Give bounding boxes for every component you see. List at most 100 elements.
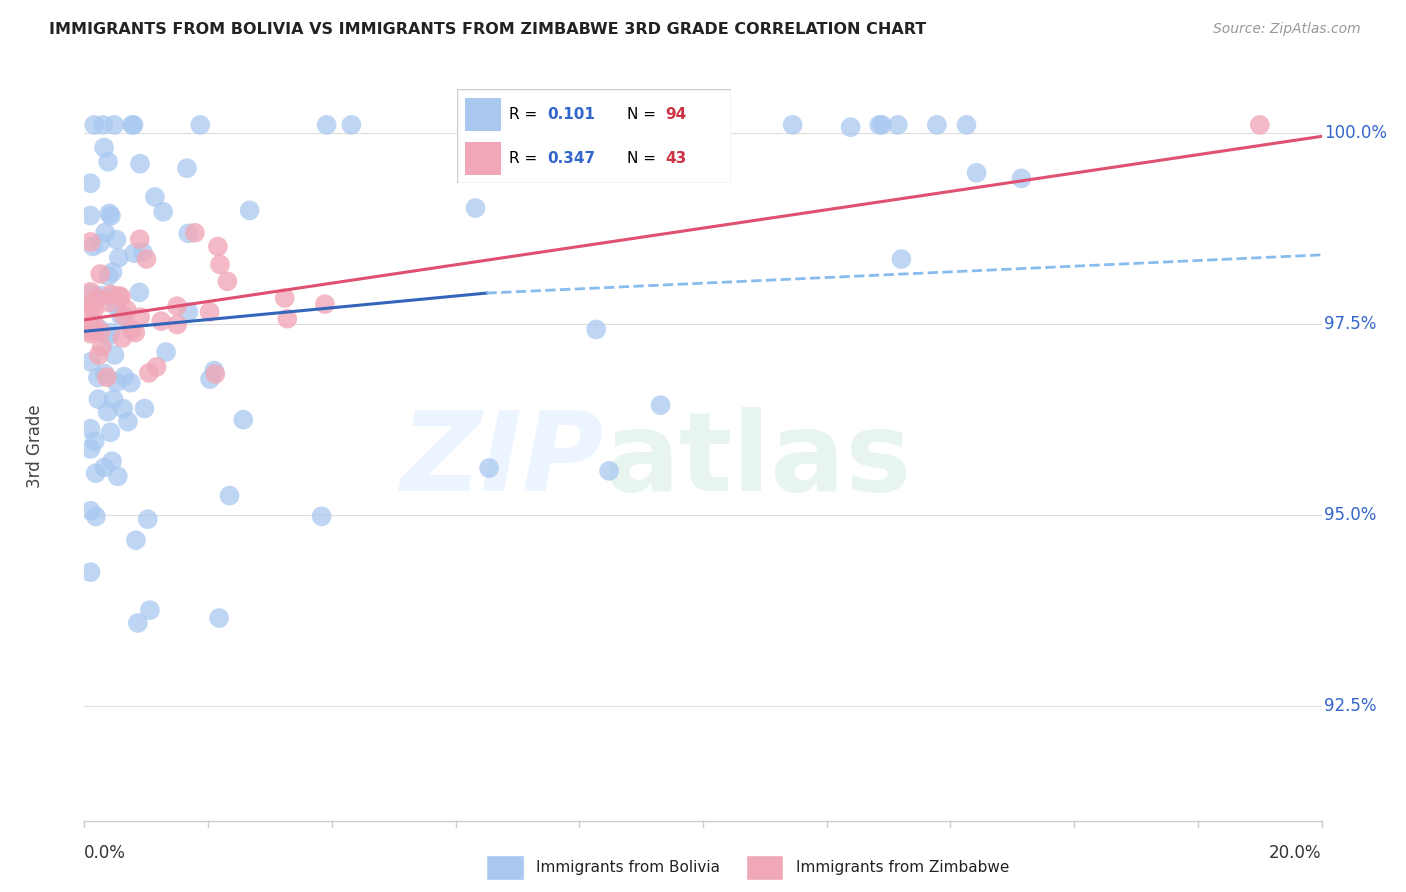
Point [100,326,122,340]
Point [188,118,211,132]
Point [166,318,188,332]
Point [495,118,517,132]
Point [84,467,107,481]
Point [1249,118,1271,132]
Point [93,140,115,154]
Point [176,161,198,176]
Point [152,204,174,219]
FancyBboxPatch shape [457,89,731,183]
Point [101,265,124,279]
FancyBboxPatch shape [465,97,501,131]
Point [97,295,120,310]
Point [166,299,188,313]
Point [139,603,162,617]
Point [314,297,336,311]
Point [155,345,177,359]
Point [839,120,862,135]
Point [101,454,124,468]
Text: 92.5%: 92.5% [1324,697,1376,715]
Text: N =: N = [627,107,657,122]
Point [112,401,135,416]
Point [135,252,157,266]
Point [202,363,225,377]
Point [79,442,101,456]
Text: atlas: atlas [605,408,911,515]
Text: IMMIGRANTS FROM BOLIVIA VS IMMIGRANTS FROM ZIMBABWE 3RD GRADE CORRELATION CHART: IMMIGRANTS FROM BOLIVIA VS IMMIGRANTS FR… [49,22,927,37]
Point [117,415,139,429]
Point [478,461,501,475]
Point [340,118,363,132]
Point [966,166,988,180]
Point [89,267,111,281]
Point [122,118,145,132]
Point [218,489,240,503]
Point [103,118,125,132]
Text: R =: R = [509,151,537,166]
Point [103,348,125,362]
Point [105,233,128,247]
Point [105,376,128,390]
Point [90,288,112,302]
Point [83,434,105,449]
Point [650,398,672,412]
Point [103,392,125,407]
Point [311,509,333,524]
Point [87,348,110,362]
Text: ZIP: ZIP [401,408,605,515]
Text: 0.347: 0.347 [547,151,596,166]
Point [136,512,159,526]
Point [128,285,150,300]
Point [100,425,122,440]
Point [925,118,948,132]
Point [129,156,152,170]
Point [83,302,105,317]
Point [239,203,262,218]
Point [87,392,110,406]
Point [143,190,166,204]
Point [79,326,101,341]
Point [1010,171,1032,186]
Point [79,209,101,223]
Point [115,302,138,317]
Point [82,315,104,329]
Point [124,326,146,340]
FancyBboxPatch shape [465,142,501,176]
Point [955,118,977,132]
Point [79,324,101,338]
Point [208,257,231,271]
Point [110,309,132,323]
Text: 95.0%: 95.0% [1324,506,1376,524]
Point [127,615,149,630]
Point [79,355,101,369]
Point [79,321,101,335]
Text: 43: 43 [665,151,686,166]
Point [107,251,129,265]
Point [79,303,101,318]
Point [96,330,118,344]
Point [868,118,890,132]
Point [84,509,107,524]
Point [79,235,101,249]
Point [464,201,486,215]
Point [596,118,619,132]
Point [617,118,640,132]
Point [177,227,200,241]
Text: 97.5%: 97.5% [1324,315,1376,333]
Point [107,469,129,483]
FancyBboxPatch shape [486,855,523,880]
Point [598,464,620,478]
Point [90,325,112,339]
Point [232,412,254,426]
Point [887,118,910,132]
Point [184,226,207,240]
Point [782,118,804,132]
Point [94,226,117,240]
Text: 3rd Grade: 3rd Grade [25,404,44,488]
Point [79,297,101,311]
Point [128,232,150,246]
Text: 100.0%: 100.0% [1324,123,1388,142]
Point [84,323,107,337]
Point [83,118,105,132]
Point [82,239,104,253]
Point [98,206,121,220]
